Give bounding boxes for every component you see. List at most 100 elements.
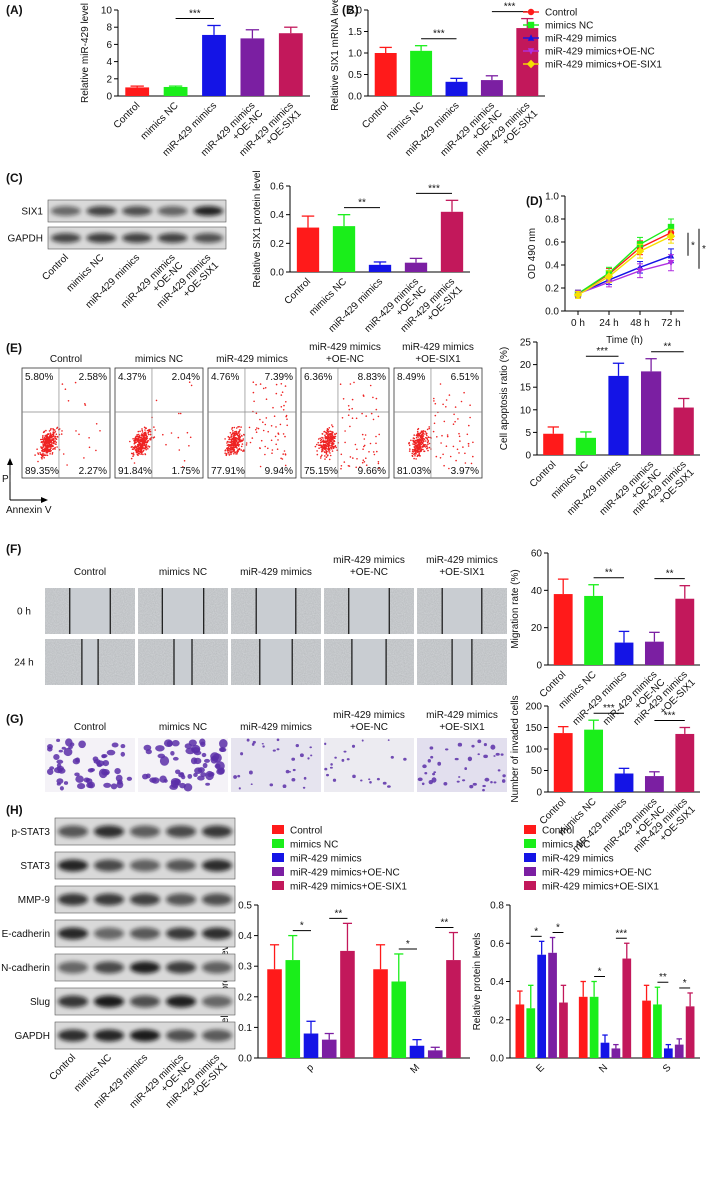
flow-dot: [415, 444, 417, 447]
cell: [443, 782, 448, 786]
flow-dot: [267, 447, 269, 450]
flow-dot: [237, 441, 240, 444]
flow-dot: [413, 446, 416, 448]
error-bar: [618, 630, 630, 643]
blot-band: [165, 1029, 197, 1042]
flow-dot: [323, 445, 326, 448]
y-tick-label: 10: [520, 405, 532, 416]
flow-dot: [454, 420, 456, 423]
error-bar: [580, 980, 586, 997]
flow-dot: [321, 450, 323, 453]
flow-dot: [56, 446, 58, 448]
flow-dot: [257, 427, 260, 430]
cell: [114, 767, 121, 775]
transwell-cells: [46, 738, 133, 791]
blot-band: [201, 961, 233, 974]
flow-dot: [363, 445, 365, 448]
cell: [500, 753, 504, 756]
flow-dot: [333, 440, 335, 443]
error-bar: [445, 199, 459, 212]
cell: [78, 740, 86, 749]
flow-dot: [361, 433, 364, 436]
cell: [98, 768, 108, 779]
error-bar: [301, 215, 315, 228]
flow-dot: [238, 425, 240, 428]
flow-dot: [230, 446, 232, 449]
flow-plot: [300, 367, 390, 479]
quadrant-value: 4.76%: [211, 372, 239, 383]
transwell-cells: [324, 739, 407, 788]
x-tick-label: Control: [112, 100, 143, 131]
bar: [674, 1044, 684, 1058]
flow-dot: [42, 436, 44, 439]
flow-dot: [351, 407, 354, 410]
cell: [285, 769, 290, 774]
flow-dot: [143, 434, 145, 436]
flow-dot: [41, 454, 43, 456]
bar: [285, 960, 301, 1058]
blot-band: [165, 859, 197, 872]
flow-dot: [228, 445, 230, 448]
column-title: miR-429 mimics: [426, 710, 498, 721]
y-tick-label: 0.8: [490, 901, 504, 912]
cell: [361, 739, 364, 742]
flow-dot: [41, 438, 43, 441]
cell: [86, 778, 93, 784]
flow-dot: [231, 443, 233, 445]
flow-dot: [314, 445, 317, 448]
flow-dot: [137, 444, 139, 446]
flow-dot: [426, 434, 428, 437]
flow-dot: [470, 462, 473, 465]
flow-dot: [190, 384, 193, 387]
transwell-cells: [142, 738, 228, 792]
error-bar: [288, 934, 298, 961]
flow-dot: [133, 447, 136, 450]
bar: [526, 1008, 536, 1058]
flow-dot: [412, 439, 415, 442]
cell: [163, 739, 173, 748]
bar: [373, 969, 388, 1058]
flow-dot: [363, 438, 366, 440]
cell: [495, 752, 500, 756]
flow-dot: [142, 450, 144, 453]
flow-dot: [280, 383, 283, 385]
blot-band: [57, 927, 89, 940]
legend-label: miR-429 mimics: [542, 854, 614, 865]
flow-dot: [377, 415, 380, 418]
flow-dot: [271, 449, 274, 451]
flow-dot: [235, 444, 237, 447]
cell: [53, 753, 60, 761]
significance-label: *: [683, 978, 687, 989]
bar: [332, 226, 356, 272]
blot-band: [129, 1029, 161, 1042]
flow-dot: [99, 430, 101, 432]
flow-dot: [422, 448, 424, 451]
flow-dot: [145, 445, 147, 448]
flow-dot: [365, 415, 368, 417]
significance-label: **: [334, 908, 342, 919]
quadrant-value: 2.58%: [79, 372, 107, 383]
flow-dot: [45, 447, 47, 450]
flow-dot: [418, 439, 420, 442]
cell: [251, 742, 255, 746]
bar: [296, 227, 320, 272]
x-tick-label: 0 h: [571, 318, 585, 329]
flow-dot: [50, 443, 52, 446]
flow-dot: [324, 444, 327, 447]
cell: [149, 777, 157, 783]
bar: [240, 38, 265, 96]
legend-swatch: [272, 825, 284, 834]
bar: [608, 375, 629, 455]
flow-dot: [236, 437, 239, 440]
y-axis-label: Cell apoptosis ratio (%): [499, 347, 510, 450]
column-title: miR-429 mimics: [402, 342, 474, 353]
flow-dot: [282, 453, 285, 455]
flow-dot: [415, 458, 417, 460]
flow-dot: [259, 465, 262, 468]
flow-dot: [285, 401, 287, 403]
cell: [89, 768, 95, 772]
flow-dot: [408, 450, 411, 452]
flow-dot: [417, 454, 419, 457]
flow-dot: [368, 451, 370, 453]
flow-dot: [281, 391, 284, 394]
